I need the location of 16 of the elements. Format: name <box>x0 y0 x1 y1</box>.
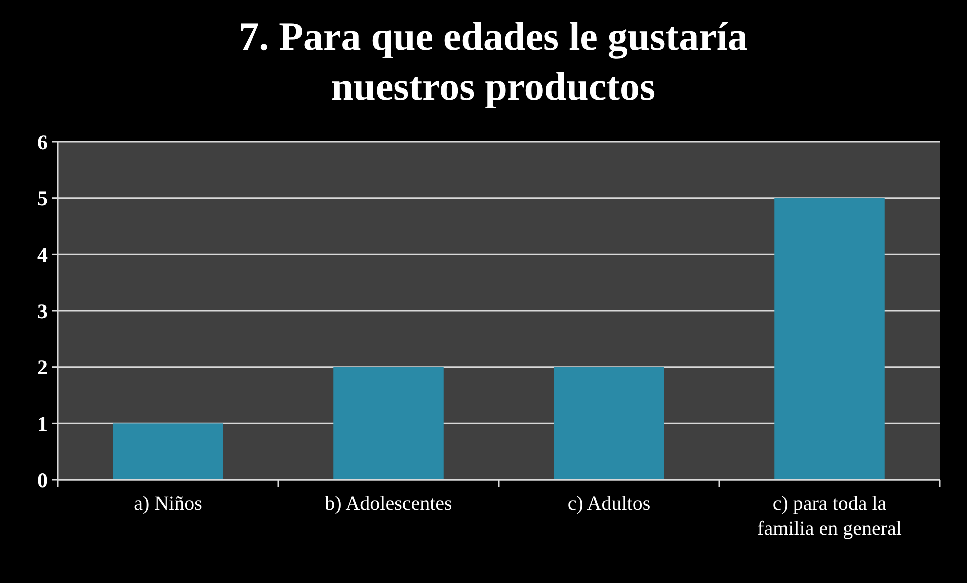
y-tick-label: 0 <box>38 468 48 492</box>
y-tick-label: 2 <box>38 356 48 380</box>
y-tick-label: 6 <box>38 130 48 154</box>
y-tick-label: 4 <box>38 243 48 268</box>
y-tick-label: 5 <box>38 186 48 211</box>
bar <box>554 367 664 480</box>
bar <box>334 367 444 480</box>
chart-title: 7. Para que edades le gustaría nuestros productos <box>239 14 748 109</box>
x-tick-label: c) Adultos <box>568 493 651 515</box>
y-tick-label: 1 <box>38 412 48 436</box>
x-tick-label: c) para toda la familia en general <box>758 493 902 540</box>
bar <box>774 198 885 480</box>
x-tick-label: a) Niños <box>134 493 203 515</box>
bar <box>113 424 224 480</box>
x-tick-label: b) Adolescentes <box>325 493 453 515</box>
y-tick-label: 3 <box>38 299 48 324</box>
